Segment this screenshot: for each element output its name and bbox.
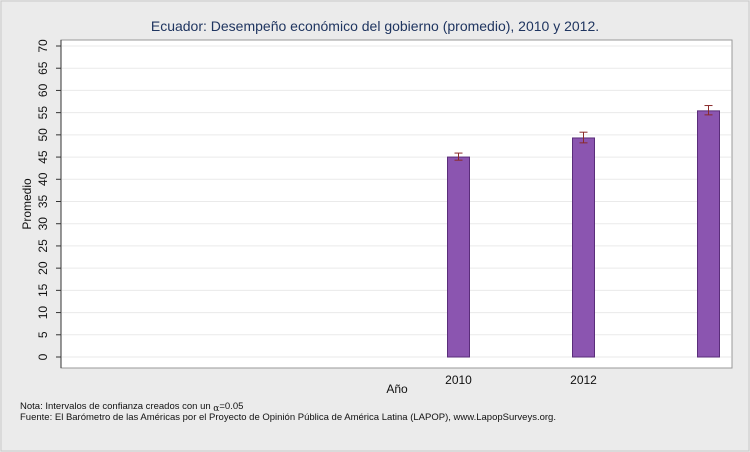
y-axis: 0 5 10 15 20 25 30 35 40 45 50 55 60 65 70: [36, 39, 62, 368]
y-tick-label: 45: [36, 150, 50, 164]
note-suffix: =0.05: [219, 401, 244, 412]
bar: [572, 137, 595, 358]
y-tick-label: 55: [36, 106, 50, 120]
plot-area: [60, 39, 733, 369]
y-tick-label: 35: [36, 195, 50, 209]
bar: [447, 156, 470, 358]
chart-title: Ecuador: Desempeño económico del gobiern…: [151, 18, 599, 34]
y-tick-label: 40: [36, 172, 50, 186]
y-tick-label: 50: [36, 128, 50, 142]
note-prefix: Nota: Intervalos de confianza creados co…: [20, 401, 214, 412]
alpha-symbol: α: [213, 404, 220, 414]
y-tick-label: 5: [36, 331, 50, 338]
x-tick-label: 2010: [445, 373, 472, 387]
gridlines: [62, 45, 731, 358]
bar: [697, 110, 720, 358]
x-axis-label: Año: [386, 382, 408, 396]
x-axis: 2010 2012: [445, 373, 597, 387]
y-tick-label: 0: [36, 353, 50, 360]
source-note: Fuente: El Barómetro de las Américas por…: [20, 412, 556, 423]
y-tick-label: 25: [36, 239, 50, 253]
y-tick-label: 30: [36, 217, 50, 231]
y-tick-label: 20: [36, 261, 50, 275]
y-tick-label: 10: [36, 306, 50, 320]
error-bars: [454, 105, 713, 161]
y-tick-label: 60: [36, 83, 50, 97]
x-tick-label: 2012: [570, 373, 597, 387]
y-tick-label: 15: [36, 283, 50, 297]
y-tick-label: 70: [36, 39, 50, 53]
y-axis-label: Promedio: [20, 178, 34, 230]
y-tick-label: 65: [36, 61, 50, 75]
confidence-note: Nota: Intervalos de confianza creados co…: [20, 401, 243, 414]
